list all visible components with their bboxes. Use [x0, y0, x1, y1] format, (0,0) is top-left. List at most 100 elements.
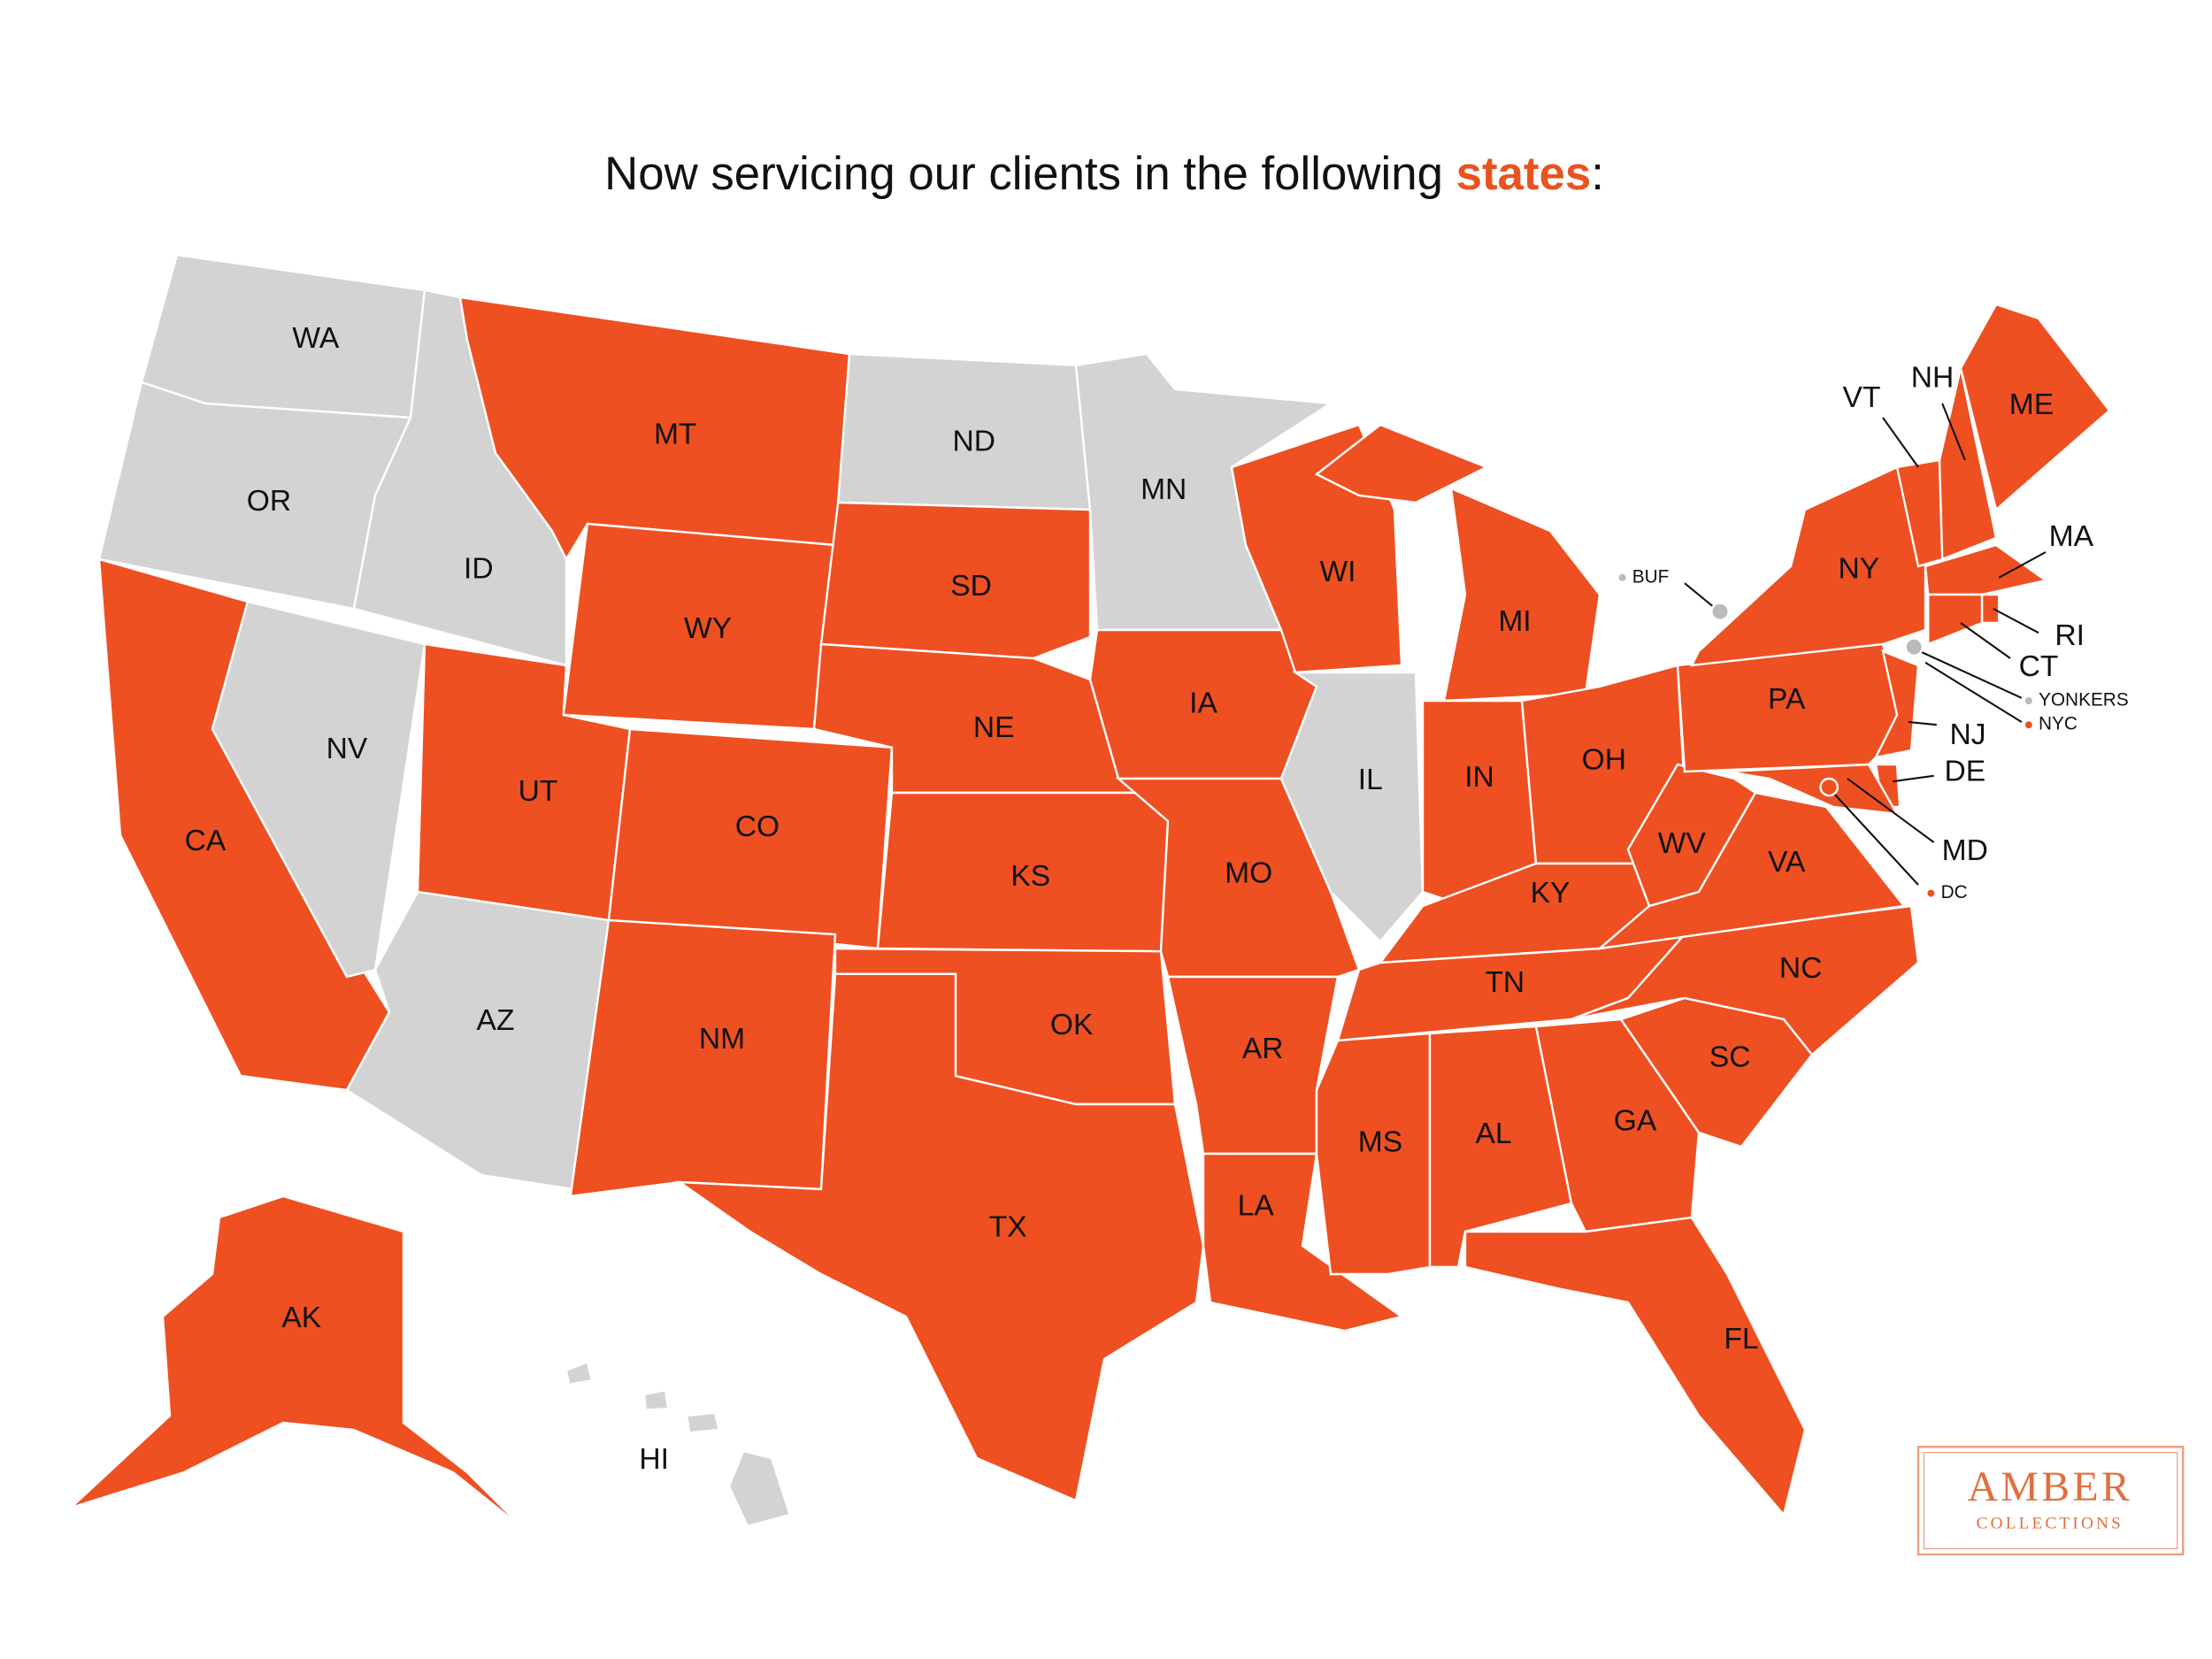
- state-shape: [1938, 367, 1998, 561]
- state-shape: [1314, 423, 1489, 504]
- state-label: AL: [1475, 1118, 1511, 1150]
- state-label: MA: [2049, 520, 2094, 553]
- city-marker: [1904, 637, 1924, 657]
- city-dot: [2024, 721, 2032, 729]
- state-shape: [1924, 543, 2048, 596]
- us-map: WA OR CA NV ID MT WY UT AZ CO NM ND SD NE KS OK TX MN IA MO…: [70, 253, 2129, 1530]
- city-label: BUF: [1632, 566, 1670, 587]
- logo-border-inner: [1923, 1451, 2178, 1550]
- leader-line: [1993, 608, 2039, 634]
- state-label: WI: [1319, 556, 1356, 588]
- state-label: IN: [1464, 761, 1494, 794]
- state-label: MS: [1358, 1126, 1402, 1159]
- city-dot: [2024, 697, 2032, 704]
- state-label: NV: [326, 733, 368, 765]
- state-label: OR: [247, 485, 291, 518]
- state-label: IA: [1189, 687, 1217, 720]
- state-shape: [1959, 303, 2111, 512]
- state-label: NY: [1838, 553, 1879, 586]
- state-label: PA: [1768, 683, 1806, 716]
- state-label: FL: [1724, 1323, 1758, 1356]
- city-label: YONKERS: [2039, 690, 2129, 710]
- state-label: NE: [973, 711, 1015, 744]
- state-label: NH: [1911, 362, 1955, 395]
- logo-border: [1916, 1446, 2185, 1555]
- city-dot: [1927, 889, 1935, 897]
- state-label: GA: [1614, 1105, 1657, 1138]
- state-shape: [1873, 649, 1920, 759]
- leader-line: [1941, 403, 1966, 461]
- state-label: OH: [1582, 744, 1626, 777]
- logo-tagline: COLLECTIONS: [1977, 1515, 2124, 1533]
- logo: AMBER COLLECTIONS: [1916, 1446, 2185, 1555]
- city-marker: [1710, 602, 1730, 621]
- city-leader: [1684, 582, 1717, 610]
- state-label: NC: [1779, 952, 1823, 985]
- state-shape: [675, 972, 1205, 1502]
- leader-line: [1998, 551, 2047, 579]
- state-label: DE: [1944, 755, 1985, 787]
- state-label: ND: [953, 426, 996, 458]
- state-shape: [70, 1194, 525, 1530]
- city-leader: [1924, 661, 2023, 723]
- state-label: WY: [684, 612, 732, 645]
- state-label: CT: [2019, 650, 2059, 683]
- state-label: AZ: [477, 1004, 515, 1037]
- state-label: NM: [699, 1023, 745, 1056]
- state-label: ID: [464, 553, 494, 586]
- state-label: RI: [2055, 619, 2085, 652]
- state-label: TN: [1485, 966, 1525, 999]
- leader-line: [1847, 778, 1935, 843]
- state-shape: [1980, 593, 2001, 625]
- state-label: ME: [2009, 388, 2054, 421]
- city-marker: [1819, 777, 1839, 797]
- state-label: OK: [1050, 1009, 1094, 1041]
- state-label: KY: [1531, 877, 1571, 910]
- city-leader: [1919, 650, 2023, 699]
- state-label: VT: [1843, 381, 1881, 414]
- state-label: HI: [639, 1443, 669, 1476]
- leader-line: [1893, 774, 1934, 783]
- state-label: WV: [1658, 827, 1707, 860]
- state-label: LA: [1238, 1190, 1275, 1223]
- state-shape: [1279, 671, 1425, 943]
- state-shape: [1463, 1216, 1807, 1517]
- state-shape: [569, 918, 837, 1198]
- state-shape: [1202, 1152, 1404, 1333]
- title-end: :: [1591, 148, 1604, 200]
- state-label: UT: [518, 775, 558, 808]
- city-label: NYC: [2039, 714, 2078, 734]
- state-shape: [819, 501, 1092, 660]
- state-label: WA: [292, 322, 339, 355]
- logo-name: AMBER: [1967, 1463, 2132, 1510]
- leader-line: [1908, 720, 1937, 726]
- city-leader: [1832, 792, 1919, 886]
- state-label: TX: [989, 1211, 1027, 1244]
- state-label: IL: [1358, 764, 1383, 796]
- state-label: SC: [1709, 1041, 1751, 1074]
- state-shape: [1726, 763, 1900, 816]
- state-shape: [685, 1411, 721, 1434]
- leader-line: [1960, 622, 2011, 659]
- state-label: CO: [735, 810, 780, 843]
- state-label: CA: [185, 825, 227, 857]
- state-label: VA: [1768, 846, 1806, 879]
- state-label: KS: [1010, 860, 1050, 893]
- city-label: DC: [1941, 882, 1968, 902]
- state-shape: [1442, 487, 1601, 703]
- state-label: MI: [1498, 605, 1531, 638]
- state-shape: [1571, 904, 1920, 1056]
- state-shape: [727, 1449, 792, 1528]
- state-shape: [1689, 465, 1927, 667]
- city-dot: [1618, 573, 1626, 581]
- state-label: MO: [1225, 857, 1272, 890]
- state-shape: [345, 890, 611, 1191]
- leader-line: [1882, 417, 1919, 468]
- title: Now servicing our clients in the followi…: [604, 148, 1604, 200]
- state-shape: [1596, 791, 1907, 950]
- state-label: SD: [950, 570, 992, 603]
- title-text: Now servicing our clients in the followi…: [604, 148, 1443, 200]
- state-shape: [565, 1360, 594, 1386]
- state-shape: [1927, 593, 1984, 646]
